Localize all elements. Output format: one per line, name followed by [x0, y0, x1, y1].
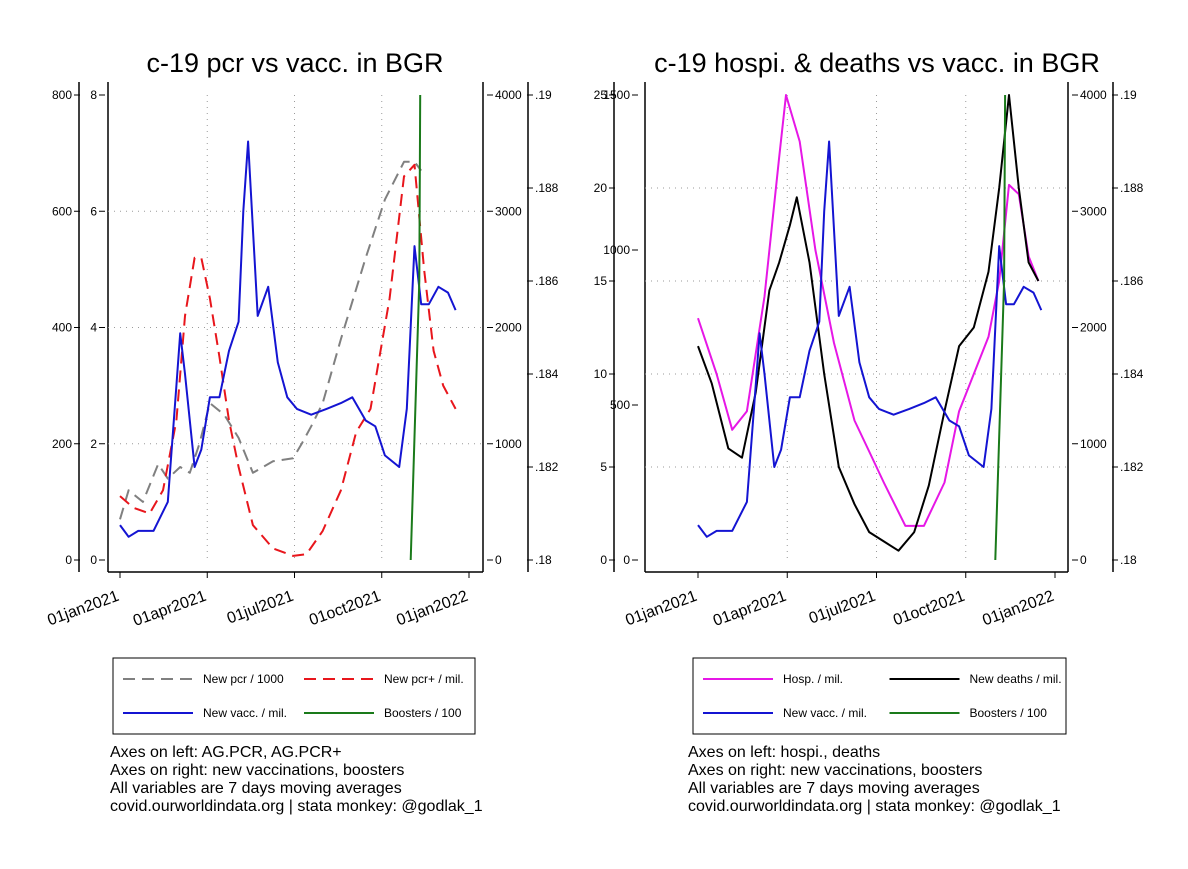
y-tick-label: .184 — [1120, 367, 1144, 381]
y-tick-label: 1000 — [603, 243, 630, 257]
y-tick-label: 2000 — [1080, 321, 1107, 335]
series-line-1 — [697, 94, 1040, 552]
y-tick-label: 1000 — [495, 437, 522, 451]
series-line-1 — [119, 163, 457, 557]
x-tick-label: 01jul2021 — [225, 588, 296, 628]
x-tick-label: 01jan2022 — [980, 588, 1056, 630]
y-tick-label: 6 — [90, 204, 97, 218]
legend-box — [112, 657, 476, 735]
legend-label: Boosters / 100 — [384, 706, 462, 720]
y-tick-label: 15 — [594, 274, 608, 288]
chart-title: c-19 pcr vs vacc. in BGR — [146, 48, 443, 78]
y-tick-label: 0 — [1080, 553, 1087, 567]
y-tick-label: .186 — [1120, 274, 1144, 288]
y-tick-label: .182 — [535, 460, 559, 474]
y-tick-label: .188 — [535, 181, 559, 195]
chart-note: Axes on left: AG.PCR, AG.PCR+ — [110, 744, 342, 761]
x-tick-label: 01jul2021 — [807, 588, 878, 628]
legend-label: Boosters / 100 — [970, 706, 1048, 720]
chart-note: All variables are 7 days moving averages — [110, 780, 402, 797]
y-tick-label: 10 — [594, 367, 608, 381]
y-tick-label: 2 — [90, 437, 97, 451]
y-tick-label: 2000 — [495, 321, 522, 335]
chart-note: Axes on right: new vaccinations, booster… — [110, 762, 404, 779]
legend-label: New pcr / 1000 — [203, 672, 284, 686]
y-tick-label: 0 — [623, 553, 630, 567]
y-tick-label: 1500 — [603, 88, 630, 102]
y-tick-label: .182 — [1120, 460, 1144, 474]
legend-label: New vacc. / mil. — [783, 706, 867, 720]
y-tick-label: 0 — [90, 553, 97, 567]
legend-box — [692, 657, 1067, 735]
y-tick-label: .186 — [535, 274, 559, 288]
legend-label: New deaths / mil. — [970, 672, 1062, 686]
legend-label: New pcr+ / mil. — [384, 672, 464, 686]
y-tick-label: 5 — [600, 460, 607, 474]
chart-title: c-19 hospi. & deaths vs vacc. in BGR — [654, 48, 1100, 78]
chart-hospi-deaths-vs-vacc: c-19 hospi. & deaths vs vacc. in BGR 01ja… — [594, 48, 1144, 815]
chart-note: covid.ourworldindata.org | stata monkey:… — [110, 798, 483, 815]
series-line-3 — [994, 94, 1007, 561]
series-line-2 — [119, 140, 457, 538]
y-tick-label: .184 — [535, 367, 559, 381]
series-line-3 — [409, 94, 422, 561]
y-tick-label: 4 — [90, 321, 97, 335]
y-tick-label: 400 — [52, 321, 72, 335]
y-tick-label: 600 — [52, 204, 72, 218]
x-tick-label: 01jan2021 — [623, 588, 699, 630]
y-tick-label: 3000 — [495, 204, 522, 218]
y-tick-label: .18 — [1120, 553, 1137, 567]
y-tick-label: 800 — [52, 88, 72, 102]
series-line-2 — [697, 140, 1043, 538]
x-tick-label: 01oct2021 — [891, 588, 967, 630]
legend-label: Hosp. / mil. — [783, 672, 843, 686]
chart-note: covid.ourworldindata.org | stata monkey:… — [688, 798, 1061, 815]
x-tick-label: 01jan2021 — [45, 588, 121, 630]
y-tick-label: 4000 — [1080, 88, 1107, 102]
y-tick-label: .19 — [535, 88, 552, 102]
y-tick-label: 3000 — [1080, 204, 1107, 218]
x-tick-label: 01apr2021 — [711, 588, 789, 630]
y-tick-label: 1000 — [1080, 437, 1107, 451]
chart-note: Axes on right: new vaccinations, booster… — [688, 762, 982, 779]
y-tick-label: 20 — [594, 181, 608, 195]
y-tick-label: .19 — [1120, 88, 1137, 102]
legend-label: New vacc. / mil. — [203, 706, 287, 720]
y-tick-label: 200 — [52, 437, 72, 451]
y-tick-label: 8 — [90, 88, 97, 102]
y-tick-label: .188 — [1120, 181, 1144, 195]
chart-pcr-vs-vacc: c-19 pcr vs vacc. in BGR 01jan2021 01apr20… — [45, 48, 558, 815]
y-tick-label: 0 — [495, 553, 502, 567]
chart-note: All variables are 7 days moving averages — [688, 780, 980, 797]
chart-note: Axes on left: hospi., deaths — [688, 744, 880, 761]
x-tick-label: 01jan2022 — [394, 588, 470, 630]
x-tick-label: 01oct2021 — [307, 588, 383, 630]
y-tick-label: .18 — [535, 553, 552, 567]
series-line-0 — [119, 160, 422, 520]
y-tick-label: 500 — [610, 398, 630, 412]
x-tick-label: 01apr2021 — [131, 588, 209, 630]
y-tick-label: 0 — [600, 553, 607, 567]
y-tick-label: 4000 — [495, 88, 522, 102]
y-tick-label: 25 — [594, 88, 608, 102]
y-tick-label: 0 — [65, 553, 72, 567]
